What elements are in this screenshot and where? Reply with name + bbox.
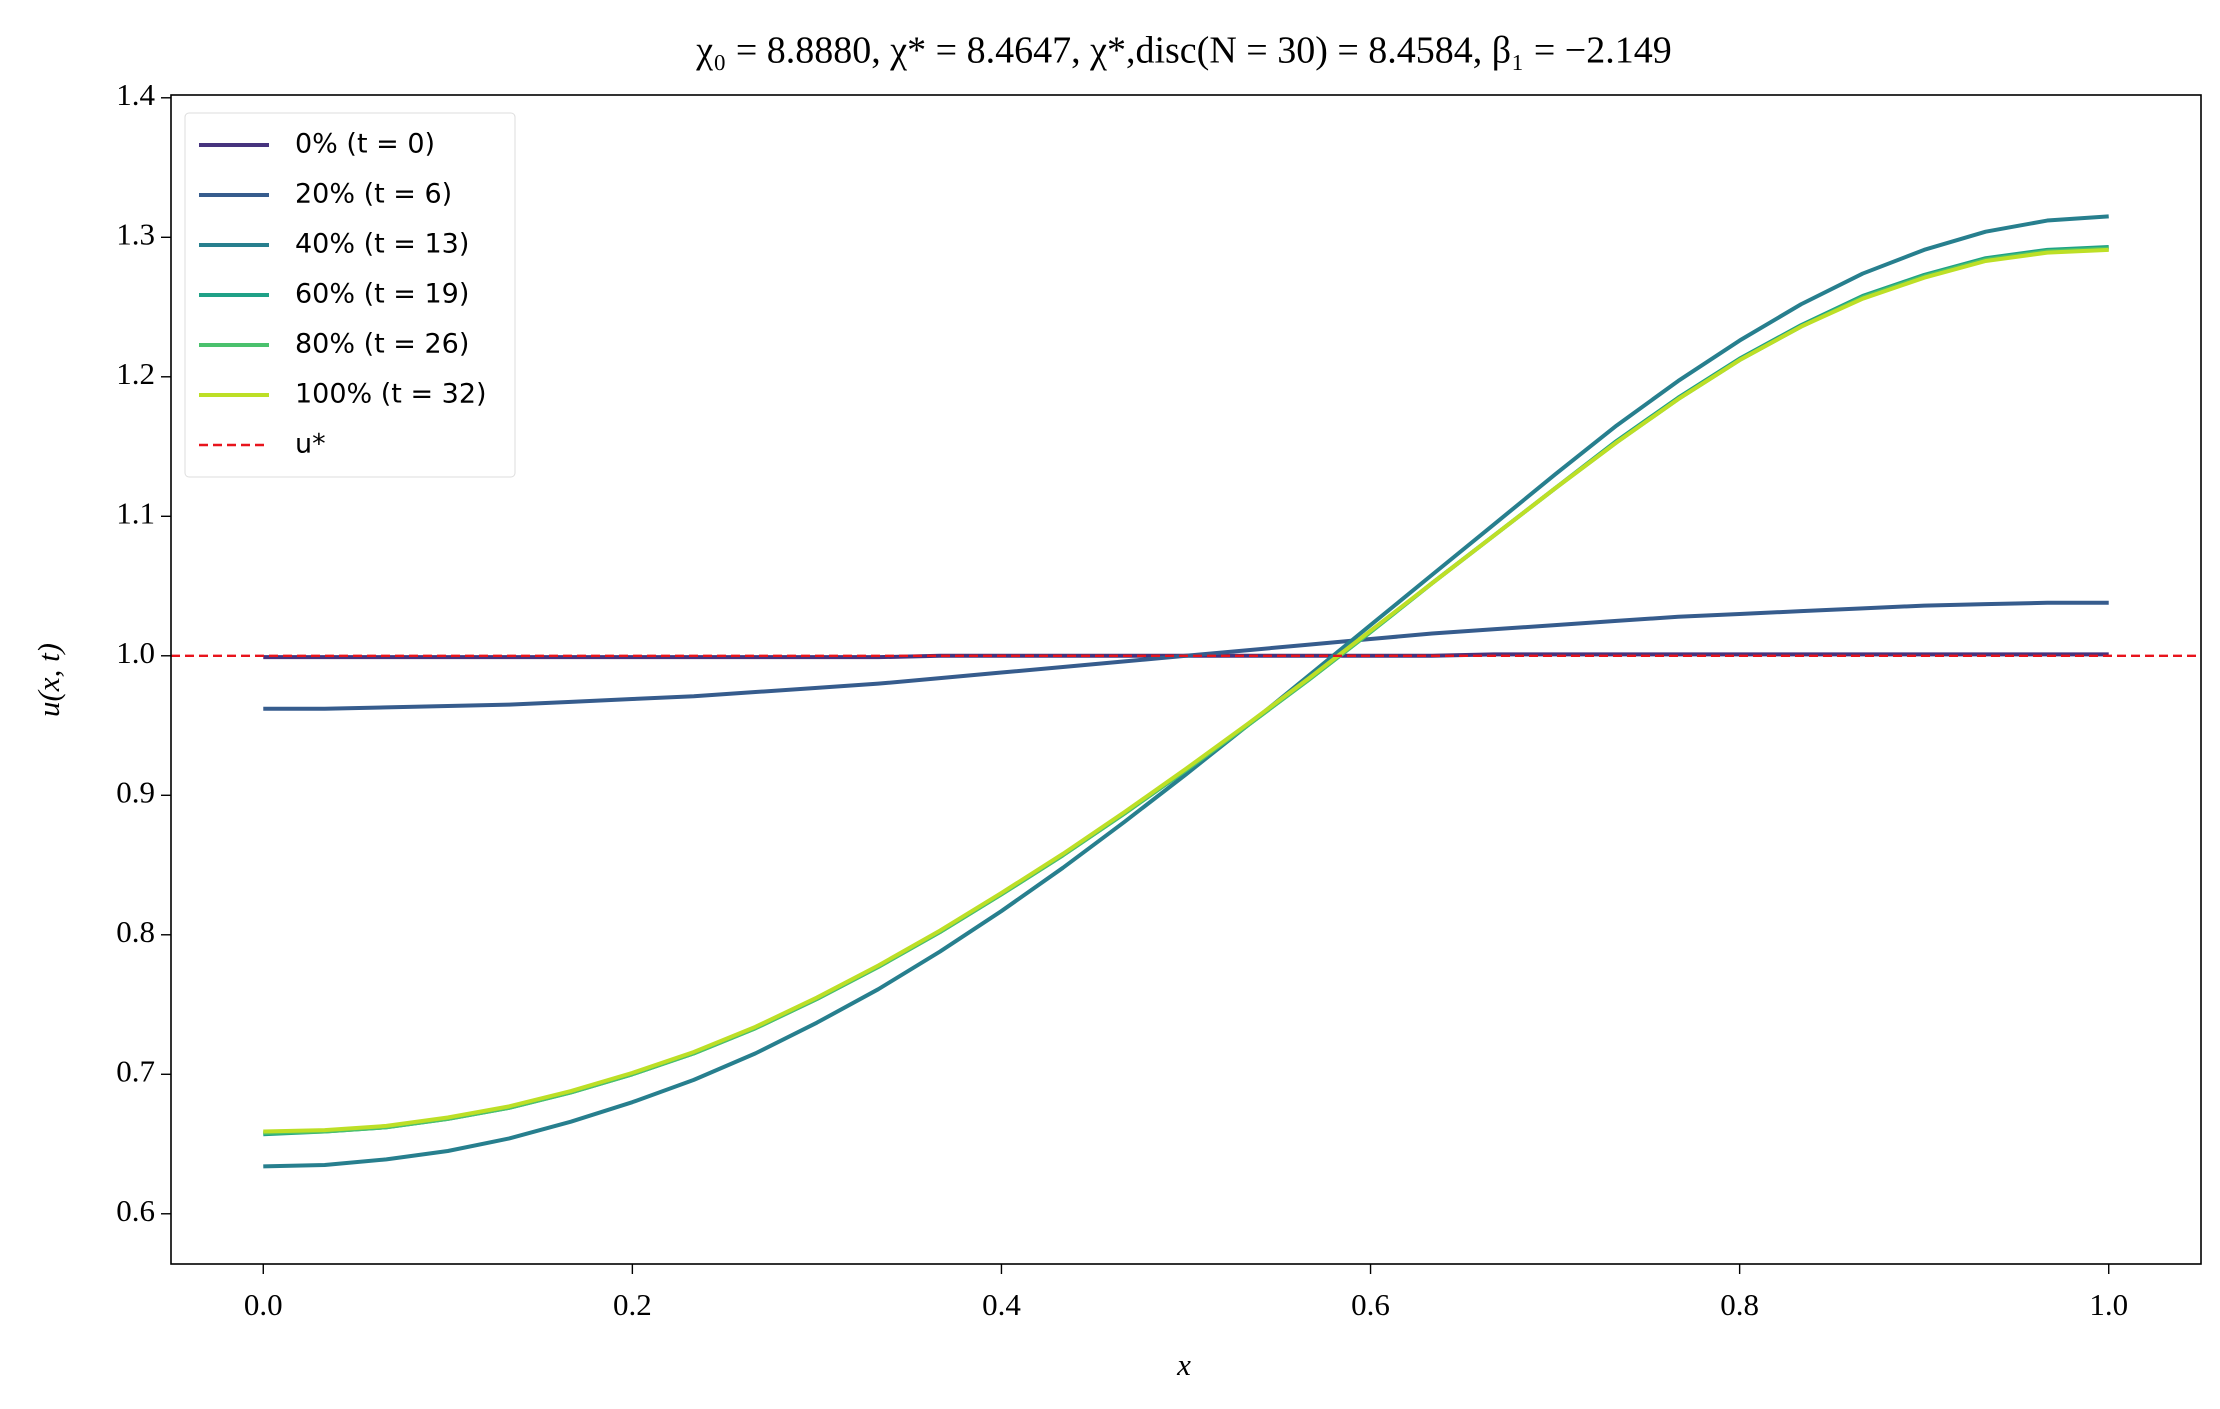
y-tick-label: 1.4: [116, 77, 155, 112]
x-tick-label: 0.2: [613, 1287, 652, 1322]
x-axis-label: x: [1176, 1347, 1191, 1382]
y-axis-label: u(x, t): [31, 643, 66, 717]
y-tick-label: 1.1: [116, 495, 155, 530]
legend-box: [184, 112, 516, 478]
chart-title: χ₀ = 8.8880, χ* = 8.4647, χ*,disc(N = 30…: [695, 30, 1671, 72]
legend-label: 0% (t = 0): [295, 129, 435, 160]
data-line: [263, 245, 2109, 1137]
y-tick-label: 0.8: [116, 914, 155, 949]
y-tick-label: 1.0: [116, 635, 155, 670]
legend: 0% (t = 0) 20% (t = 6) 40% (t = 13) 60% (t …: [184, 112, 516, 478]
y-tick-label: 0.7: [116, 1053, 155, 1088]
data-line: [263, 214, 2109, 1169]
y-tick-label: 0.9: [116, 774, 155, 809]
x-tick-label: 0.4: [982, 1287, 1021, 1322]
legend-label: 20% (t = 6): [295, 179, 452, 210]
x-tick-label: 0.8: [1720, 1287, 1759, 1322]
legend-label: 100% (t = 32): [295, 379, 487, 410]
legend-label: 40% (t = 13): [295, 229, 469, 260]
y-tick-label: 1.3: [116, 216, 155, 251]
y-tick-label: 1.2: [116, 356, 155, 391]
data-line: [263, 247, 2109, 1134]
legend-label: u*: [295, 429, 326, 460]
plot-frame: [170, 94, 2202, 1265]
y-tick-label: 0.6: [116, 1193, 155, 1228]
legend-label: 60% (t = 19): [295, 279, 469, 310]
legend-label: 80% (t = 26): [295, 329, 469, 360]
x-tick-label: 0.6: [1351, 1287, 1390, 1322]
x-tick-label: 0.0: [244, 1287, 283, 1322]
x-tick-label: 1.0: [2089, 1287, 2128, 1322]
data-line: [263, 246, 2109, 1135]
